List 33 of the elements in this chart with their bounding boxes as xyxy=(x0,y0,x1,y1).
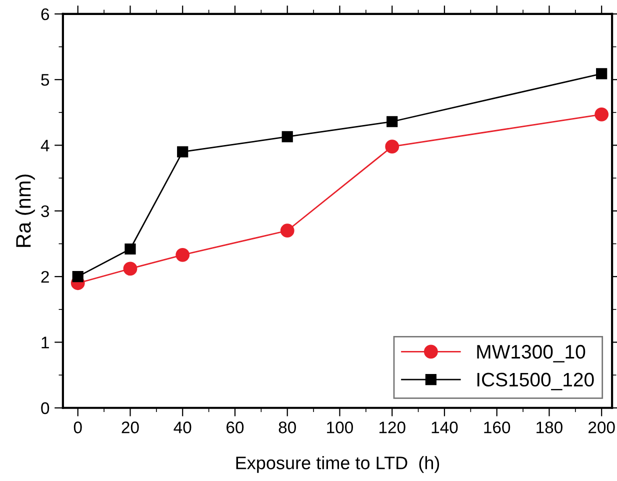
y-axis-title: Ra (nm) xyxy=(15,174,35,247)
x-tick-label: 80 xyxy=(278,422,296,434)
point xyxy=(596,68,608,80)
x-tick-label: 60 xyxy=(226,422,244,434)
point xyxy=(594,107,609,122)
x-tick-label: 180 xyxy=(536,422,562,434)
x-tick-label: 120 xyxy=(379,422,406,434)
x-tick-label: 40 xyxy=(174,422,192,434)
legend-label: MW1300_10 xyxy=(477,344,586,362)
point xyxy=(176,248,190,262)
point xyxy=(72,271,84,282)
x-tick-label: 100 xyxy=(327,422,353,434)
y-tick-label: 0 xyxy=(41,402,50,414)
x-tick-label: 200 xyxy=(588,422,615,434)
point xyxy=(123,262,138,276)
y-tick-label: 2 xyxy=(41,270,49,283)
y-tick-label: 3 xyxy=(41,205,50,218)
point xyxy=(177,146,188,158)
legend-label: ICS1500_120 xyxy=(477,372,594,390)
x-tick-label: 160 xyxy=(484,422,510,434)
point xyxy=(282,131,293,142)
x-axis-title: Exposure time to LTD (h) xyxy=(236,456,440,473)
x-tick-label: 20 xyxy=(122,422,139,434)
point xyxy=(280,224,294,238)
point xyxy=(385,140,400,154)
x-tick-label: 140 xyxy=(432,422,458,434)
point xyxy=(124,243,136,255)
y-tick-label: 5 xyxy=(41,74,50,86)
point xyxy=(386,116,398,128)
y-tick-label: 1 xyxy=(42,336,49,348)
y-tick-label: 4 xyxy=(40,140,50,152)
y-tick-label: 6 xyxy=(41,8,50,20)
x-tick-label: 0 xyxy=(74,422,82,434)
